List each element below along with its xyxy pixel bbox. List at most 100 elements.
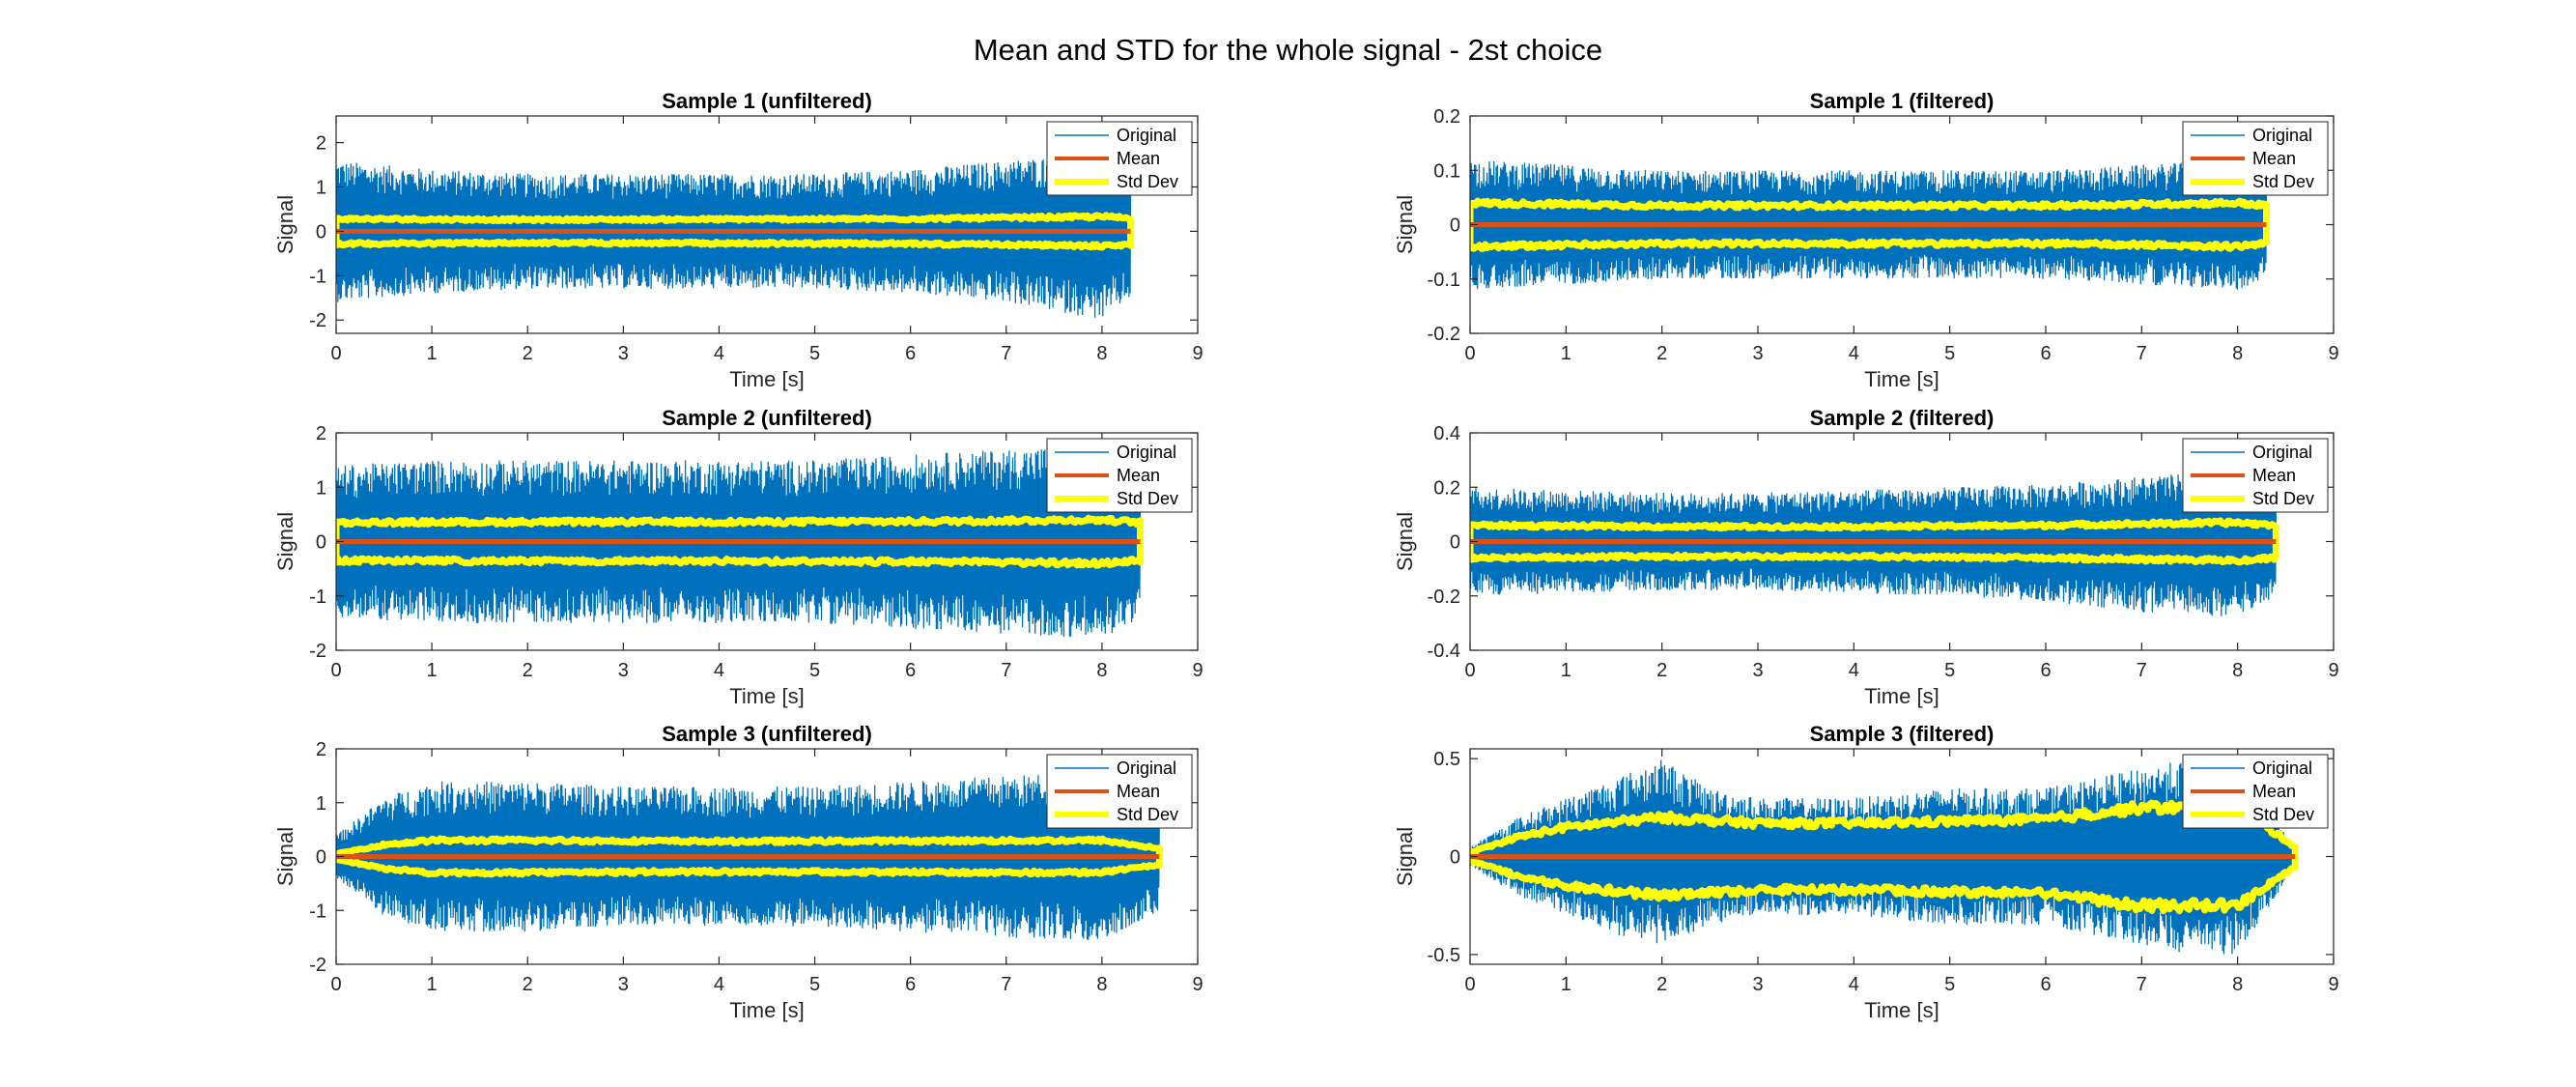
legend-label: Original [1117,758,1176,778]
x-tick-label: 1 [1561,974,1571,995]
x-tick-label: 4 [714,660,724,681]
x-tick-label: 7 [1001,974,1011,995]
legend-label: Original [2252,443,2312,462]
x-tick-label: 7 [2137,660,2147,681]
x-tick-label: 1 [427,343,438,364]
x-tick-label: 8 [2232,660,2243,681]
x-tick-label: 6 [905,974,916,995]
figure-title: Mean and STD for the whole signal - 2st … [973,33,1603,67]
x-tick-label: 2 [1656,660,1667,681]
x-tick-label: 7 [2137,974,2147,995]
legend: Original Mean Std Dev [1046,438,1193,513]
y-tick-label: -0.2 [1428,586,1460,608]
x-tick-label: 3 [618,660,629,681]
y-tick-label: 0.2 [1433,477,1460,499]
y-tick-label: 0 [1450,532,1460,554]
y-tick-label: -2 [309,310,326,331]
x-tick-label: 0 [1464,343,1475,364]
y-tick-label: -0.4 [1428,641,1460,662]
series-std-dev [336,212,1135,251]
y-tick-label: -2 [309,955,326,976]
x-tick-label: 0 [330,343,341,364]
legend: Original Mean Std Dev [2182,754,2329,829]
y-tick-label: 0 [316,847,326,869]
legend-label: Std Dev [2252,805,2314,824]
x-tick-label: 4 [714,343,724,364]
x-tick-label: 2 [1656,343,1667,364]
x-tick-label: 0 [1464,660,1475,681]
subplot-1: 0 1 2 3 4 5 6 7 8 9 -2 -1 0 1 2 Sample 1 (unfiltered) Ti… [273,89,1203,391]
x-tick-label: 5 [809,974,820,995]
x-tick-label: 3 [1752,343,1763,364]
x-tick-label: 2 [523,660,533,681]
y-tick-label: -2 [309,641,326,662]
y-axis-label: Signal [273,512,297,571]
x-tick-label: 6 [2040,343,2051,364]
y-tick-label: 0 [316,532,326,554]
y-axis-label: Signal [1393,827,1417,886]
x-tick-label: 6 [905,660,916,681]
y-tick-label: 1 [316,477,326,499]
x-tick-label: 5 [1944,343,1955,364]
y-tick-label: 0.4 [1433,423,1460,444]
subplot-title: Sample 3 (filtered) [1810,722,1995,746]
x-tick-label: 5 [809,660,820,681]
subplot-4: 0 1 2 3 4 5 6 7 8 9 -0.4 -0.2 0 0.2 0.4 Sample 2 (filte… [1393,406,2339,708]
y-tick-label: 0.5 [1433,749,1460,770]
legend-label: Original [2252,758,2312,778]
legend-label: Mean [1117,782,1160,801]
x-tick-label: 7 [2137,343,2147,364]
series-original [336,152,1132,318]
y-tick-label: 2 [316,423,326,444]
legend: Original Mean Std Dev [1046,754,1193,829]
x-tick-label: 9 [1192,974,1203,995]
x-tick-label: 3 [1752,974,1763,995]
x-tick-label: 7 [1001,660,1011,681]
x-tick-label: 8 [1096,660,1107,681]
series-std-dev [336,514,1144,569]
y-axis-label: Signal [1393,195,1417,254]
y-tick-label: 0 [316,221,326,243]
y-tick-label: 1 [316,177,326,198]
legend-label: Mean [1117,466,1160,485]
legend: Original Mean Std Dev [2182,121,2329,196]
x-tick-label: 5 [1944,974,1955,995]
subplot-2: 0 1 2 3 4 5 6 7 8 9 -0.2 -0.1 0 0.1 0.2 Sample 1 (filte… [1393,89,2339,391]
x-tick-label: 5 [1944,660,1955,681]
x-tick-label: 8 [2232,974,2243,995]
y-axis-label: Signal [273,195,297,254]
x-tick-label: 9 [2328,660,2338,681]
x-tick-label: 9 [2328,974,2338,995]
y-axis-label: Signal [273,827,297,886]
y-tick-label: -1 [309,266,326,287]
subplot-title: Sample 1 (unfiltered) [662,89,872,113]
y-tick-label: 2 [316,739,326,760]
y-tick-label: 0 [1450,847,1460,869]
y-tick-label: -1 [309,586,326,608]
y-tick-label: 0.1 [1433,160,1460,182]
y-tick-label: -0.2 [1428,324,1460,345]
x-tick-label: 1 [427,660,438,681]
series-std-dev [336,835,1163,878]
x-axis-label: Time [s] [1864,367,1939,391]
x-tick-label: 3 [618,974,629,995]
x-axis-label: Time [s] [1864,998,1939,1022]
series-original [1470,758,2296,955]
x-tick-label: 4 [1849,343,1859,364]
subplot-3: 0 1 2 3 4 5 6 7 8 9 -2 -1 0 1 2 Sample 2 (unfiltered) Ti… [273,406,1203,708]
x-tick-label: 1 [1561,660,1571,681]
x-tick-label: 0 [330,660,341,681]
x-tick-label: 1 [1561,343,1571,364]
legend-label: Original [1117,443,1176,462]
x-tick-label: 4 [1849,660,1859,681]
x-tick-label: 4 [714,974,724,995]
legend-label: Std Dev [1117,172,1178,191]
subplot-title: Sample 2 (unfiltered) [662,406,872,430]
axes-box [335,115,1199,334]
subplot-5: 0 1 2 3 4 5 6 7 8 9 -2 -1 0 1 2 Sample 3 (unfiltered) Ti… [273,722,1203,1022]
x-axis-label: Time [s] [729,684,804,708]
legend-label: Original [1117,126,1176,145]
series-original [336,445,1142,638]
y-tick-label: 1 [316,793,326,815]
x-tick-label: 7 [1001,343,1011,364]
